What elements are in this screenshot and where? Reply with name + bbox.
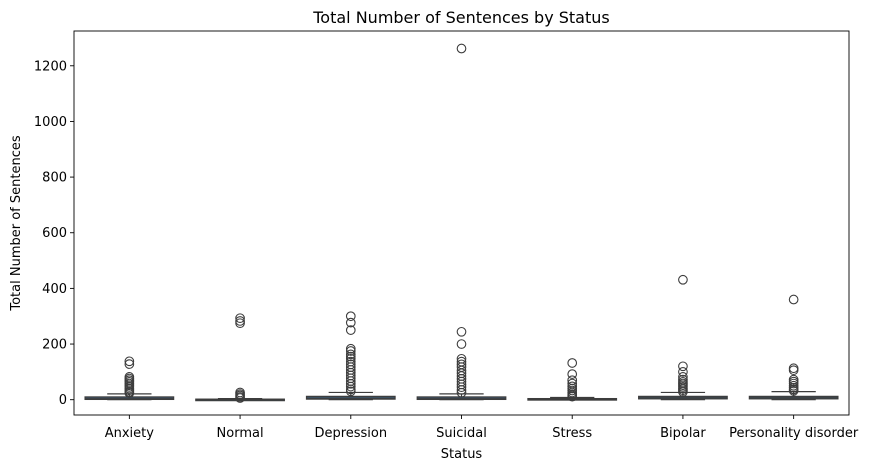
outlier-point xyxy=(678,387,688,397)
outlier-point xyxy=(124,359,135,369)
outlier-point xyxy=(678,274,688,285)
outlier-point xyxy=(345,346,356,356)
outlier-point xyxy=(567,391,578,402)
outlier-point xyxy=(567,358,578,368)
x-tick-label: Bipolar xyxy=(660,426,706,441)
y-tick-label: 1200 xyxy=(34,59,67,74)
outlier-point xyxy=(456,43,467,54)
outlier-point xyxy=(345,317,356,328)
outlier-point xyxy=(345,325,356,335)
outlier-point xyxy=(235,313,245,324)
outlier-point xyxy=(124,388,135,398)
x-tick-label: Normal xyxy=(217,426,264,441)
y-tick-label: 600 xyxy=(42,226,67,241)
outlier-point xyxy=(456,326,467,337)
outlier-point xyxy=(124,356,135,367)
outlier-point xyxy=(345,381,356,392)
outlier-point xyxy=(456,385,467,395)
outlier-point xyxy=(456,382,467,393)
outlier-point xyxy=(456,339,467,349)
x-tick-label: Personality disorder xyxy=(729,426,859,441)
y-tick-label: 0 xyxy=(59,393,67,408)
outlier-point xyxy=(456,387,467,398)
chart-title: Total Number of Sentences by Status xyxy=(312,8,609,27)
outlier-point xyxy=(345,386,356,397)
x-tick-label: Depression xyxy=(314,426,387,441)
x-tick-label: Anxiety xyxy=(105,426,155,441)
outlier-point xyxy=(235,393,245,403)
x-axis-label: Status xyxy=(441,447,483,462)
outlier-point xyxy=(788,363,799,374)
outlier-point xyxy=(345,311,356,322)
plot-area xyxy=(84,43,839,403)
outlier-point xyxy=(678,361,688,372)
y-tick-label: 400 xyxy=(42,282,67,297)
outlier-point xyxy=(567,369,578,379)
outlier-point xyxy=(345,378,356,389)
outlier-point xyxy=(788,365,799,376)
outlier-point xyxy=(788,385,799,396)
outlier-point xyxy=(678,367,688,377)
y-axis-label: Total Number of Sentences xyxy=(9,135,24,311)
outlier-point xyxy=(235,318,245,329)
y-tick-label: 800 xyxy=(42,171,67,186)
x-tick-label: Stress xyxy=(552,426,592,441)
y-tick-label: 200 xyxy=(42,338,67,353)
x-tick-label: Suicidal xyxy=(436,426,487,441)
outlier-point xyxy=(788,294,799,305)
y-tick-label: 1000 xyxy=(34,115,67,130)
